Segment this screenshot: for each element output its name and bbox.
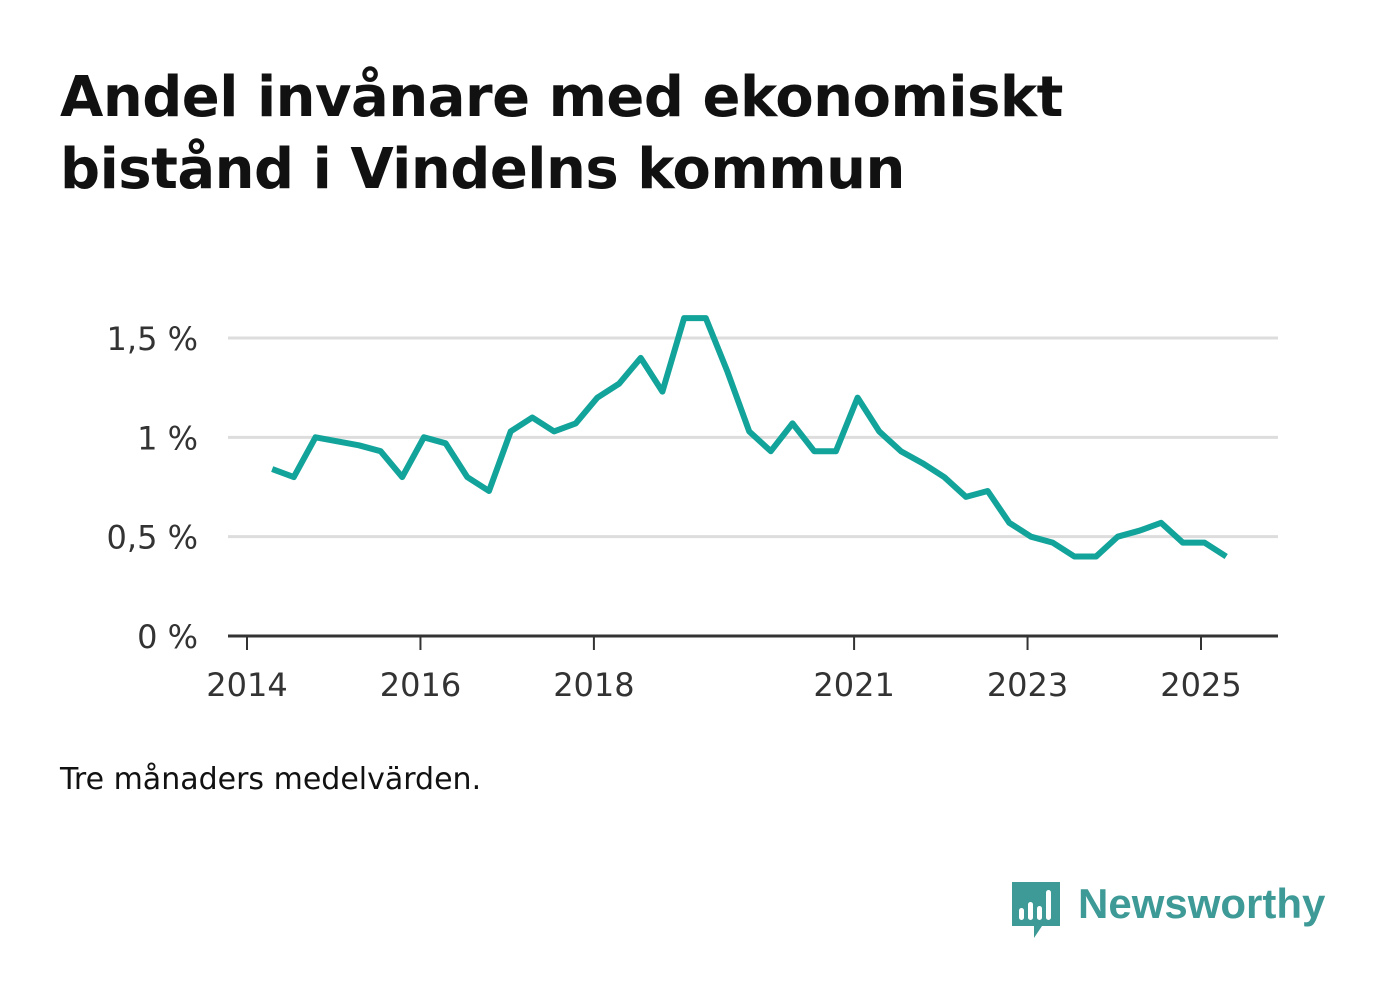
data-point <box>488 490 489 491</box>
data-point <box>879 431 880 432</box>
data-point <box>510 431 511 432</box>
data-point <box>554 431 555 432</box>
chart-title: Andel invånare med ekonomiskt bistånd i … <box>60 65 1063 202</box>
data-point <box>1182 542 1183 543</box>
x-tick-label: 2021 <box>813 666 894 704</box>
data-point <box>1161 522 1162 523</box>
data-point <box>770 451 771 452</box>
data-point <box>467 477 468 478</box>
data-point <box>1204 542 1205 543</box>
y-tick-label: 1 % <box>137 419 198 457</box>
data-point <box>684 318 685 319</box>
newsworthy-logo[interactable]: Newsworthy <box>1010 878 1330 942</box>
data-point <box>900 451 901 452</box>
data-point <box>922 463 923 464</box>
series-line <box>271 315 1228 560</box>
data-point <box>315 437 316 438</box>
data-point <box>1226 556 1227 557</box>
x-tick-label: 2014 <box>206 666 287 704</box>
data-point <box>1117 536 1118 537</box>
data-point <box>965 496 966 497</box>
data-point <box>1052 542 1053 543</box>
x-axis-ticks: 2014 2016 2018 2021 2023 2025 <box>206 636 1242 704</box>
data-point <box>1139 530 1140 531</box>
y-tick-label: 1,5 % <box>107 320 198 358</box>
series-layer <box>271 315 1228 560</box>
data-point <box>445 443 446 444</box>
data-point <box>337 441 338 442</box>
data-point <box>857 397 858 398</box>
data-point <box>835 451 836 452</box>
data-point <box>987 490 988 491</box>
data-point <box>597 397 598 398</box>
data-point <box>749 431 750 432</box>
data-point <box>1009 522 1010 523</box>
data-point <box>662 391 663 392</box>
data-point <box>814 451 815 452</box>
data-point <box>640 357 641 358</box>
data-point <box>1096 556 1097 557</box>
chart-note: Tre månaders medelvärden. <box>60 762 482 797</box>
brand-name: Newsworthy <box>1078 880 1326 927</box>
x-tick-label: 2023 <box>987 666 1068 704</box>
data-point <box>575 423 576 424</box>
data-point <box>402 477 403 478</box>
data-point <box>532 417 533 418</box>
x-tick-label: 2016 <box>380 666 461 704</box>
data-point <box>944 477 945 478</box>
data-point <box>619 383 620 384</box>
data-point <box>1031 536 1032 537</box>
data-point <box>1074 556 1075 557</box>
y-tick-label: 0,5 % <box>107 519 198 557</box>
data-point <box>293 477 294 478</box>
data-point <box>705 318 706 319</box>
y-axis-labels: 0 % 0,5 % 1 % 1,5 % <box>107 320 198 656</box>
data-point <box>423 437 424 438</box>
x-tick-label: 2025 <box>1160 666 1241 704</box>
y-tick-label: 0 % <box>137 618 198 656</box>
x-tick-label: 2018 <box>553 666 634 704</box>
data-point <box>272 469 273 470</box>
data-point <box>792 423 793 424</box>
data-point <box>380 451 381 452</box>
newsworthy-logo-icon <box>1012 882 1060 938</box>
data-point <box>727 371 728 372</box>
data-point <box>358 445 359 446</box>
